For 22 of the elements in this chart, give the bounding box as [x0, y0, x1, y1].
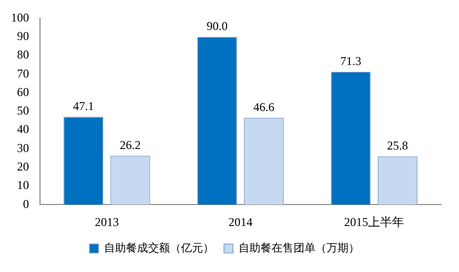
legend-label: 自助餐成交额（亿元） — [104, 241, 214, 254]
x-tick-label: 2015上半年 — [344, 214, 404, 229]
legend-label: 自助餐在售团单（万期） — [238, 241, 360, 254]
data-label: 90.0 — [206, 18, 228, 33]
data-label: 46.6 — [253, 100, 274, 114]
y-tick-label: 60 — [17, 84, 29, 99]
y-tick-label: 90 — [17, 28, 29, 43]
y-tick-label: 100 — [11, 10, 29, 24]
y-tick-label: 70 — [17, 66, 29, 80]
y-tick-label: 50 — [17, 104, 29, 118]
y-tick-label: 40 — [17, 122, 29, 136]
data-label: 26.2 — [120, 138, 141, 152]
y-tick-label: 10 — [17, 178, 29, 192]
data-label: 71.3 — [340, 54, 362, 68]
y-tick-label: 0 — [23, 196, 29, 211]
y-tick-label: 30 — [17, 140, 29, 155]
data-label: 47.1 — [72, 98, 94, 113]
data-label: 25.8 — [387, 138, 408, 153]
x-tick-label: 2013 — [94, 214, 119, 229]
y-tick-label: 80 — [17, 48, 29, 62]
y-tick-label: 20 — [17, 159, 29, 174]
x-tick-label: 2014 — [228, 214, 252, 229]
